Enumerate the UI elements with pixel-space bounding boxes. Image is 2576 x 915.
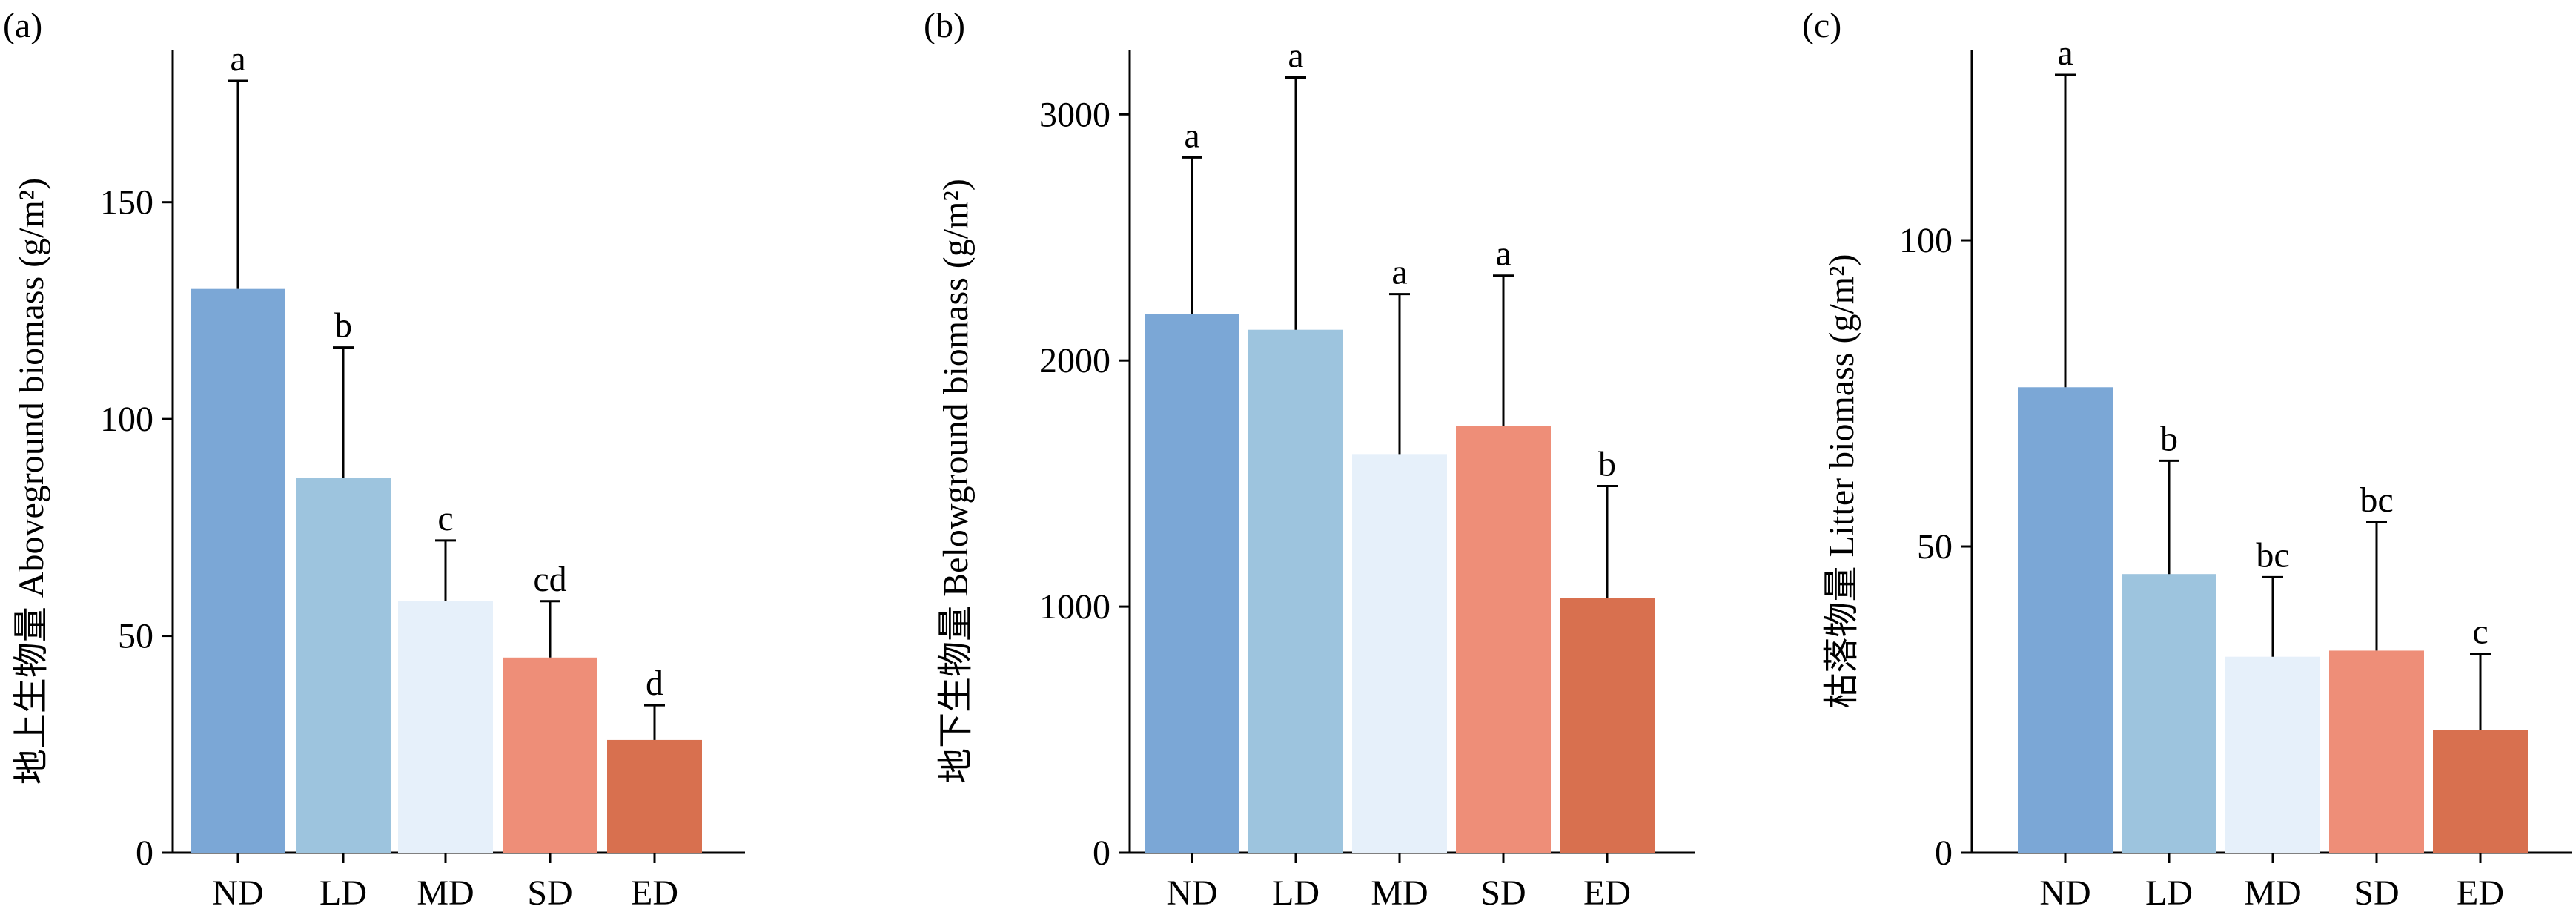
bar-ld [2122, 574, 2216, 853]
bar-sd [503, 657, 597, 853]
x-tick-label: SD [527, 873, 572, 913]
x-tick-label: SD [2354, 873, 2399, 913]
significance-letter: c [437, 499, 453, 538]
y-tick-label: 100 [100, 400, 153, 439]
chart-panel-1: (a) 地上生物量 Aboveground biomass (g/m²) 0 50 10… [3, 6, 745, 913]
x-tick-label: LD [1272, 873, 1320, 913]
y-tick-label: 100 [1899, 221, 1953, 260]
bar-nd [1145, 314, 1239, 853]
bar-ld [1248, 329, 1343, 853]
significance-letter: a [230, 39, 245, 79]
bar-md [2225, 656, 2320, 853]
significance-letter: d [646, 664, 663, 703]
x-tick-label: ED [2457, 873, 2504, 913]
panel-label: (c) [1802, 6, 1841, 45]
bar-md [1352, 454, 1447, 853]
x-tick-label: MD [1371, 873, 1428, 913]
significance-letter: bc [2360, 480, 2393, 520]
x-tick-label: MD [2244, 873, 2301, 913]
y-tick-label: 3000 [1039, 95, 1110, 134]
y-tick-label: 0 [1093, 833, 1110, 873]
significance-letter: a [1288, 36, 1303, 76]
panel-label: (b) [924, 6, 965, 45]
x-tick-label: ED [1583, 873, 1631, 913]
significance-letter: c [2472, 612, 2488, 652]
significance-letter: b [1598, 444, 1616, 483]
y-tick-label: 2000 [1039, 341, 1110, 380]
chart-panel-3: (c) 枯落物量 Litter biomass (g/m²) 0 50 100 a ND b L… [1802, 6, 2572, 913]
x-tick-label: ND [212, 873, 263, 913]
bar-sd [1456, 426, 1551, 853]
bar-ed [607, 739, 702, 853]
y-tick-label: 0 [136, 833, 153, 873]
x-tick-label: ED [631, 873, 678, 913]
significance-letter: bc [2256, 535, 2289, 575]
y-tick-label: 1000 [1039, 587, 1110, 627]
y-axis-title: 枯落物量 Litter biomass (g/m²) [1822, 254, 1861, 709]
bar-ed [1560, 598, 1655, 853]
bar-nd [2018, 387, 2113, 853]
x-tick-label: ND [1166, 873, 1217, 913]
x-tick-label: SD [1480, 873, 1526, 913]
significance-letter: a [1184, 116, 1199, 155]
y-tick-label: 0 [1935, 833, 1953, 873]
significance-letter: b [2160, 419, 2178, 458]
significance-letter: a [2057, 33, 2073, 73]
bar-md [398, 601, 493, 853]
significance-letter: a [1391, 253, 1407, 292]
x-tick-label: ND [2039, 873, 2090, 913]
chart-panel-2: (b) 地下生物量 Belowground biomass (g/m²) 0 1000… [924, 6, 1695, 913]
significance-letter: a [1495, 234, 1511, 274]
x-tick-label: MD [417, 873, 474, 913]
bar-ld [296, 478, 391, 853]
bar-nd [191, 288, 285, 853]
y-axis-title: 地上生物量 Aboveground biomass (g/m²) [12, 178, 51, 784]
panel-label: (a) [3, 6, 42, 45]
x-tick-label: LD [2145, 873, 2193, 913]
y-tick-label: 150 [100, 183, 153, 222]
bar-sd [2329, 650, 2424, 853]
significance-letter: b [334, 306, 352, 346]
y-axis-title: 地下生物量 Belowground biomass (g/m²) [936, 179, 976, 784]
y-tick-label: 50 [1917, 527, 1953, 566]
y-tick-label: 50 [118, 617, 153, 656]
bar-ed [2433, 730, 2528, 853]
significance-letter: cd [533, 560, 566, 599]
x-tick-label: LD [319, 873, 367, 913]
